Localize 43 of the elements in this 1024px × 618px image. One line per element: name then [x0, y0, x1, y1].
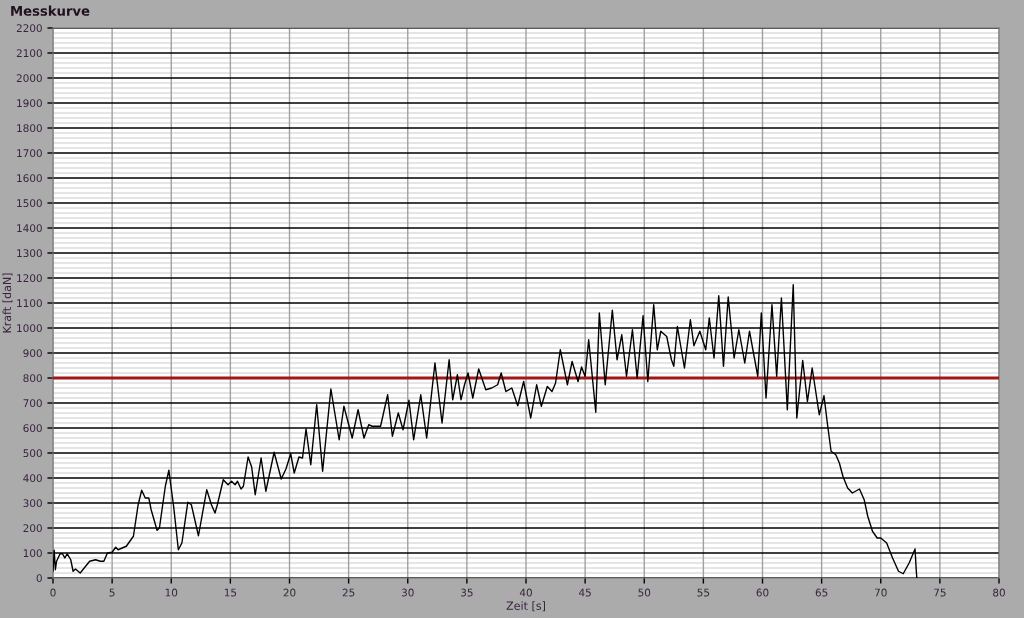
- x-tick-label: 25: [342, 588, 355, 597]
- y-tick-label: 1400: [17, 224, 42, 233]
- y-tick-label: 2200: [16, 24, 42, 33]
- y-tick-label: 700: [23, 399, 42, 408]
- x-tick-label: 70: [874, 588, 887, 597]
- x-tick-label: 55: [697, 588, 710, 597]
- y-tick-label: 800: [23, 374, 42, 383]
- x-tick-label: 5: [109, 588, 115, 597]
- x-tick-label: 20: [283, 588, 296, 597]
- x-tick-label: 65: [815, 588, 828, 597]
- y-tick-label: 300: [23, 499, 42, 508]
- x-axis-title: Zeit [s]: [506, 601, 545, 612]
- y-tick-label: 1600: [17, 174, 42, 183]
- y-tick-label: 500: [23, 449, 42, 458]
- x-tick-label: 60: [756, 588, 769, 597]
- x-tick-label: 35: [461, 588, 473, 597]
- x-tick-label: 45: [579, 588, 591, 597]
- x-tick-label: 10: [165, 588, 178, 597]
- y-tick-label: 1300: [17, 249, 42, 258]
- y-tick-label: 2100: [16, 49, 42, 58]
- y-axis-title: Kraft [daN]: [2, 273, 13, 333]
- y-tick-label: 600: [23, 424, 42, 433]
- y-tick-label: 1500: [17, 199, 42, 208]
- x-tick-label: 80: [993, 588, 1005, 597]
- y-tick-label: 0: [36, 574, 42, 583]
- chart-title: Messkurve: [11, 5, 90, 16]
- x-tick-label: 15: [224, 588, 237, 597]
- y-tick-label: 400: [23, 474, 42, 483]
- y-tick-label: 1100: [17, 299, 42, 308]
- y-tick-label: 2000: [16, 74, 42, 83]
- y-tick-label: 1200: [17, 274, 42, 283]
- x-tick-label: 30: [401, 588, 414, 597]
- y-tick-label: 1800: [17, 124, 42, 133]
- x-tick-label: 50: [638, 588, 651, 597]
- x-tick-label: 75: [934, 588, 946, 597]
- x-tick-label: 40: [519, 588, 532, 597]
- y-tick-label: 200: [23, 524, 42, 533]
- y-tick-label: 1700: [17, 149, 42, 158]
- y-tick-label: 1900: [17, 99, 42, 108]
- y-tick-label: 1000: [17, 324, 42, 333]
- y-tick-label: 100: [23, 549, 42, 558]
- x-tick-label: 0: [50, 588, 56, 597]
- y-tick-label: 900: [23, 349, 42, 358]
